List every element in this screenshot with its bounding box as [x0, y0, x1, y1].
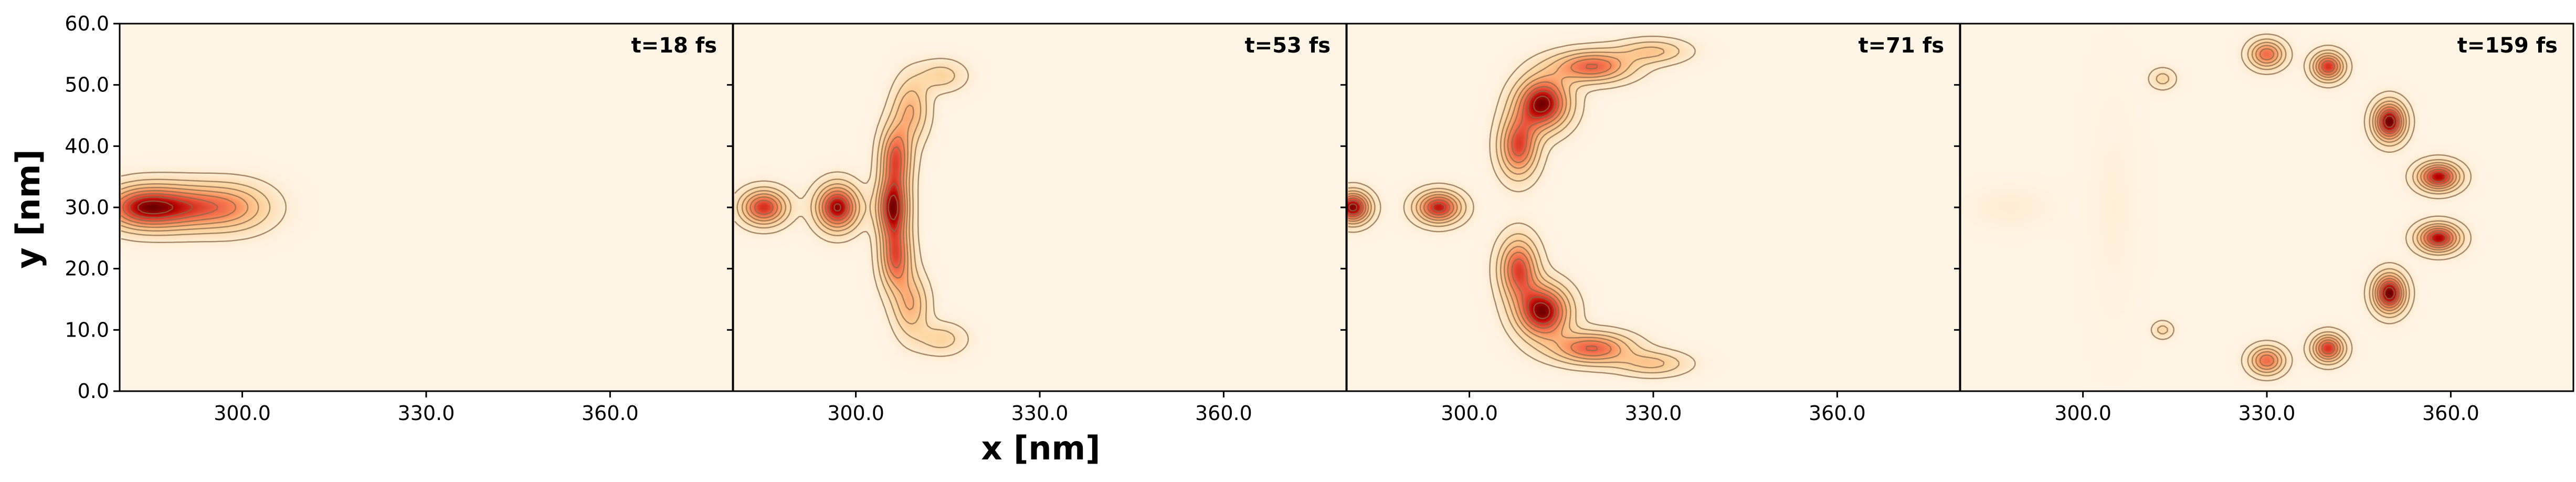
x-tick-label: 360.0 [1809, 402, 1866, 425]
contour-line [734, 58, 969, 357]
x-tick-label: 300.0 [827, 402, 884, 425]
y-tick-label: 50.0 [65, 74, 109, 97]
contour-line [2156, 38, 2465, 376]
panels-layer: 300.0 330.0 360.0 0.0 10.0 20.0 30.0 40.0 50.0 60… [65, 12, 2574, 425]
x-tick-label: 330.0 [2239, 402, 2296, 425]
contour-line [2255, 45, 2457, 370]
contour-line [1348, 90, 1556, 324]
x-tick-label: 300.0 [2054, 402, 2112, 425]
contour-line [2251, 41, 2461, 373]
contour-line [2381, 112, 2446, 303]
y-tick-label: 0.0 [78, 380, 109, 403]
contour-line [741, 90, 922, 325]
y-tick-label: 20.0 [65, 257, 109, 280]
time-label: t=159 fs [2457, 34, 2558, 58]
contour-line [2321, 60, 2451, 355]
axes-layer: y [nm] x [nm] [9, 149, 1101, 467]
contour-line [1348, 58, 1612, 357]
heatmap-1 [120, 24, 733, 391]
time-label: t=53 fs [1245, 34, 1331, 58]
y-tick-label: 30.0 [65, 196, 109, 219]
contour-line [137, 200, 173, 215]
contour-line [121, 172, 287, 243]
heatmap-2 [733, 24, 1346, 391]
time-label: t=71 fs [1859, 34, 1944, 58]
contour-line [1348, 95, 1550, 320]
contour-line [121, 183, 259, 232]
x-tick-label: 360.0 [1195, 402, 1252, 425]
contour-line [1348, 41, 1680, 374]
contour-line [833, 194, 899, 221]
heatmap-3 [1347, 24, 1960, 391]
contour-line [129, 196, 193, 219]
y-tick-label: 40.0 [65, 134, 109, 158]
y-axis-label: y [nm] [9, 149, 47, 268]
panel-2: 300.0 330.0 360.0 t=53 fs [727, 23, 1347, 425]
contour-line [121, 190, 237, 225]
panel-3: 300.0 330.0 360.0 t=71 fs [1340, 23, 1961, 425]
contour-line [1348, 35, 1696, 380]
contour-line [2260, 48, 2454, 367]
x-tick-label: 360.0 [582, 402, 639, 425]
x-tick-label: 300.0 [214, 402, 271, 425]
x-axis-label: x [nm] [981, 429, 1101, 467]
contour-line [2148, 33, 2472, 382]
contour-line [2384, 115, 2395, 300]
y-tick-label: 60.0 [65, 12, 109, 35]
contour-line [122, 193, 218, 222]
contour-line [828, 182, 902, 233]
x-tick-label: 300.0 [1441, 402, 1498, 425]
x-tick-label: 330.0 [1011, 402, 1069, 425]
contour-line [1348, 46, 1665, 369]
y-tick-label: 10.0 [65, 318, 109, 341]
contour-line [745, 104, 914, 311]
contour-line [1348, 55, 1621, 360]
contour-line [121, 186, 249, 228]
panel-1: 300.0 330.0 360.0 0.0 10.0 20.0 30.0 40.0 50.0 60… [65, 12, 734, 425]
contour-line [749, 136, 906, 279]
contour-line [736, 66, 955, 349]
x-tick-label: 330.0 [1625, 402, 1682, 425]
contour-line [1348, 64, 1598, 351]
time-label: t=18 fs [631, 34, 717, 58]
contour-line [754, 146, 904, 269]
panel-4: 300.0 330.0 360.0 t=159 fs [1954, 23, 2574, 425]
x-tick-label: 330.0 [398, 402, 455, 425]
contour-line [121, 179, 271, 236]
x-tick-label: 360.0 [2422, 402, 2479, 425]
heatmap-4 [1960, 24, 2573, 391]
